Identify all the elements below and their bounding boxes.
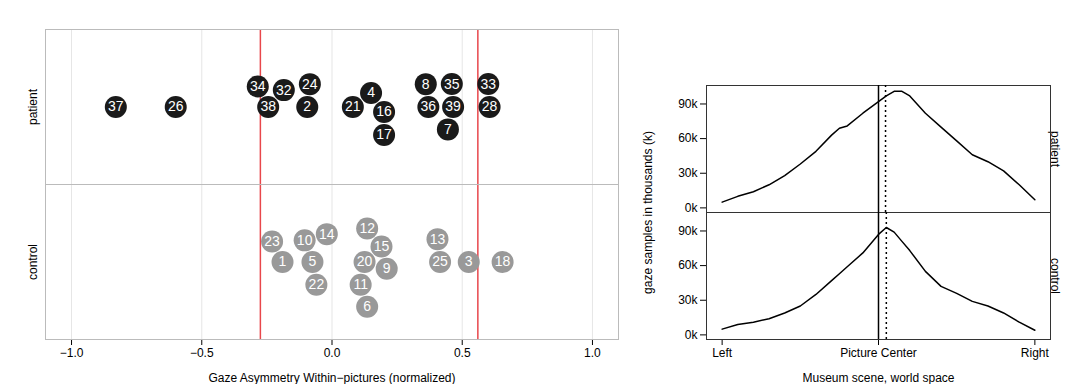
svg-text:16: 16 (376, 103, 392, 119)
svg-text:2: 2 (303, 98, 311, 114)
svg-text:24: 24 (302, 76, 318, 92)
svg-text:23: 23 (264, 233, 280, 249)
svg-text:0k: 0k (685, 328, 699, 342)
svg-text:28: 28 (482, 98, 498, 114)
svg-text:patient: patient (26, 88, 40, 125)
svg-text:26: 26 (168, 98, 184, 114)
svg-text:1.0: 1.0 (584, 346, 601, 360)
svg-text:patient: patient (1048, 131, 1062, 167)
svg-text:13: 13 (430, 231, 446, 247)
svg-text:35: 35 (444, 76, 460, 92)
svg-text:21: 21 (345, 98, 361, 114)
svg-text:0.5: 0.5 (454, 346, 471, 360)
svg-text:8: 8 (422, 76, 430, 92)
svg-text:34: 34 (250, 78, 266, 94)
svg-text:60k: 60k (678, 258, 698, 272)
svg-text:0k: 0k (685, 201, 699, 215)
svg-text:90k: 90k (678, 97, 698, 111)
svg-text:33: 33 (480, 76, 496, 92)
svg-text:22: 22 (309, 276, 325, 292)
svg-text:gaze samples in thousands (k): gaze samples in thousands (k) (641, 131, 655, 294)
svg-text:Picture Center: Picture Center (840, 346, 917, 360)
svg-text:10: 10 (297, 232, 313, 248)
svg-text:9: 9 (383, 260, 391, 276)
svg-text:12: 12 (359, 220, 375, 236)
svg-text:30k: 30k (678, 293, 698, 307)
svg-text:0.0: 0.0 (324, 346, 341, 360)
svg-text:7: 7 (444, 121, 452, 137)
svg-text:4: 4 (367, 84, 375, 100)
svg-text:6: 6 (363, 298, 371, 314)
svg-text:60k: 60k (678, 131, 698, 145)
svg-text:20: 20 (357, 253, 373, 269)
svg-text:−0.5: −0.5 (190, 346, 214, 360)
svg-text:30k: 30k (678, 166, 698, 180)
svg-text:5: 5 (309, 253, 317, 269)
svg-text:3: 3 (465, 253, 473, 269)
svg-text:39: 39 (445, 98, 461, 114)
svg-text:−1.0: −1.0 (60, 346, 84, 360)
svg-text:90k: 90k (678, 224, 698, 238)
svg-text:17: 17 (376, 126, 392, 142)
svg-text:15: 15 (374, 238, 390, 254)
svg-text:37: 37 (108, 98, 124, 114)
svg-text:Museum scene, world space: Museum scene, world space (802, 371, 954, 384)
svg-text:18: 18 (495, 253, 511, 269)
svg-text:25: 25 (432, 253, 448, 269)
svg-text:38: 38 (260, 98, 276, 114)
svg-text:Gaze Asymmetry Within−pictures: Gaze Asymmetry Within−pictures (normaliz… (208, 371, 455, 384)
svg-text:control: control (1048, 258, 1062, 294)
svg-text:Left: Left (712, 346, 733, 360)
svg-text:14: 14 (319, 226, 335, 242)
svg-text:36: 36 (421, 98, 437, 114)
svg-text:1: 1 (279, 253, 287, 269)
svg-text:32: 32 (276, 82, 292, 98)
svg-text:Right: Right (1021, 346, 1050, 360)
svg-text:11: 11 (353, 276, 368, 292)
svg-text:control: control (26, 244, 40, 280)
